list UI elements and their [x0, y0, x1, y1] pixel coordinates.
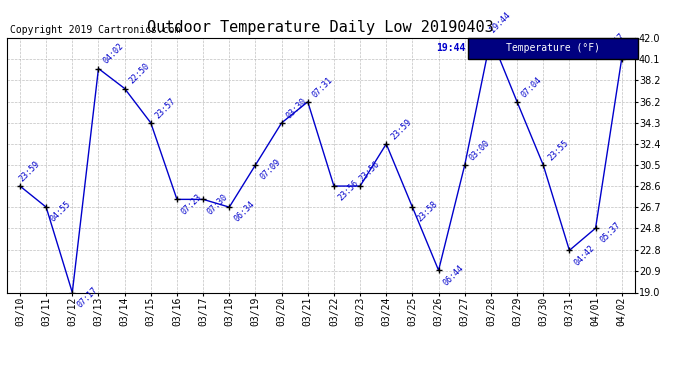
Text: 07:04: 07:04: [520, 75, 544, 99]
Text: 07:30: 07:30: [206, 192, 230, 216]
Title: Outdoor Temperature Daily Low 20190403: Outdoor Temperature Daily Low 20190403: [148, 20, 494, 35]
Text: Copyright 2019 Cartronics.com: Copyright 2019 Cartronics.com: [10, 25, 180, 35]
Text: 23:57: 23:57: [154, 96, 177, 120]
Text: 23:58: 23:58: [415, 200, 440, 224]
Text: 07:09: 07:09: [258, 158, 282, 182]
Text: 06:34: 06:34: [232, 200, 256, 224]
Text: Temperature (°F): Temperature (°F): [506, 44, 600, 53]
Text: 06:44: 06:44: [442, 263, 465, 287]
Text: 03:00: 03:00: [468, 138, 491, 162]
Text: 04:02: 04:02: [101, 42, 126, 66]
Text: 07:23: 07:23: [179, 192, 204, 216]
FancyBboxPatch shape: [469, 38, 638, 59]
Text: 03:30: 03:30: [284, 96, 308, 120]
Text: 23:56: 23:56: [337, 179, 361, 203]
Text: 19:44: 19:44: [436, 44, 465, 53]
Text: 23:59: 23:59: [17, 159, 41, 183]
Text: 19:44: 19:44: [488, 10, 512, 35]
Text: 07:17: 07:17: [75, 285, 99, 309]
Text: 23:59: 23:59: [389, 117, 413, 141]
Text: 22:50: 22:50: [128, 62, 151, 86]
Text: 04:42: 04:42: [572, 243, 596, 267]
Text: 07:31: 07:31: [310, 75, 335, 99]
Text: 05:37: 05:37: [598, 221, 622, 245]
Text: 23:55: 23:55: [546, 138, 570, 162]
Text: 23:56: 23:56: [357, 159, 382, 183]
Text: 04:55: 04:55: [49, 200, 73, 224]
Text: 07:17: 07:17: [602, 32, 627, 56]
